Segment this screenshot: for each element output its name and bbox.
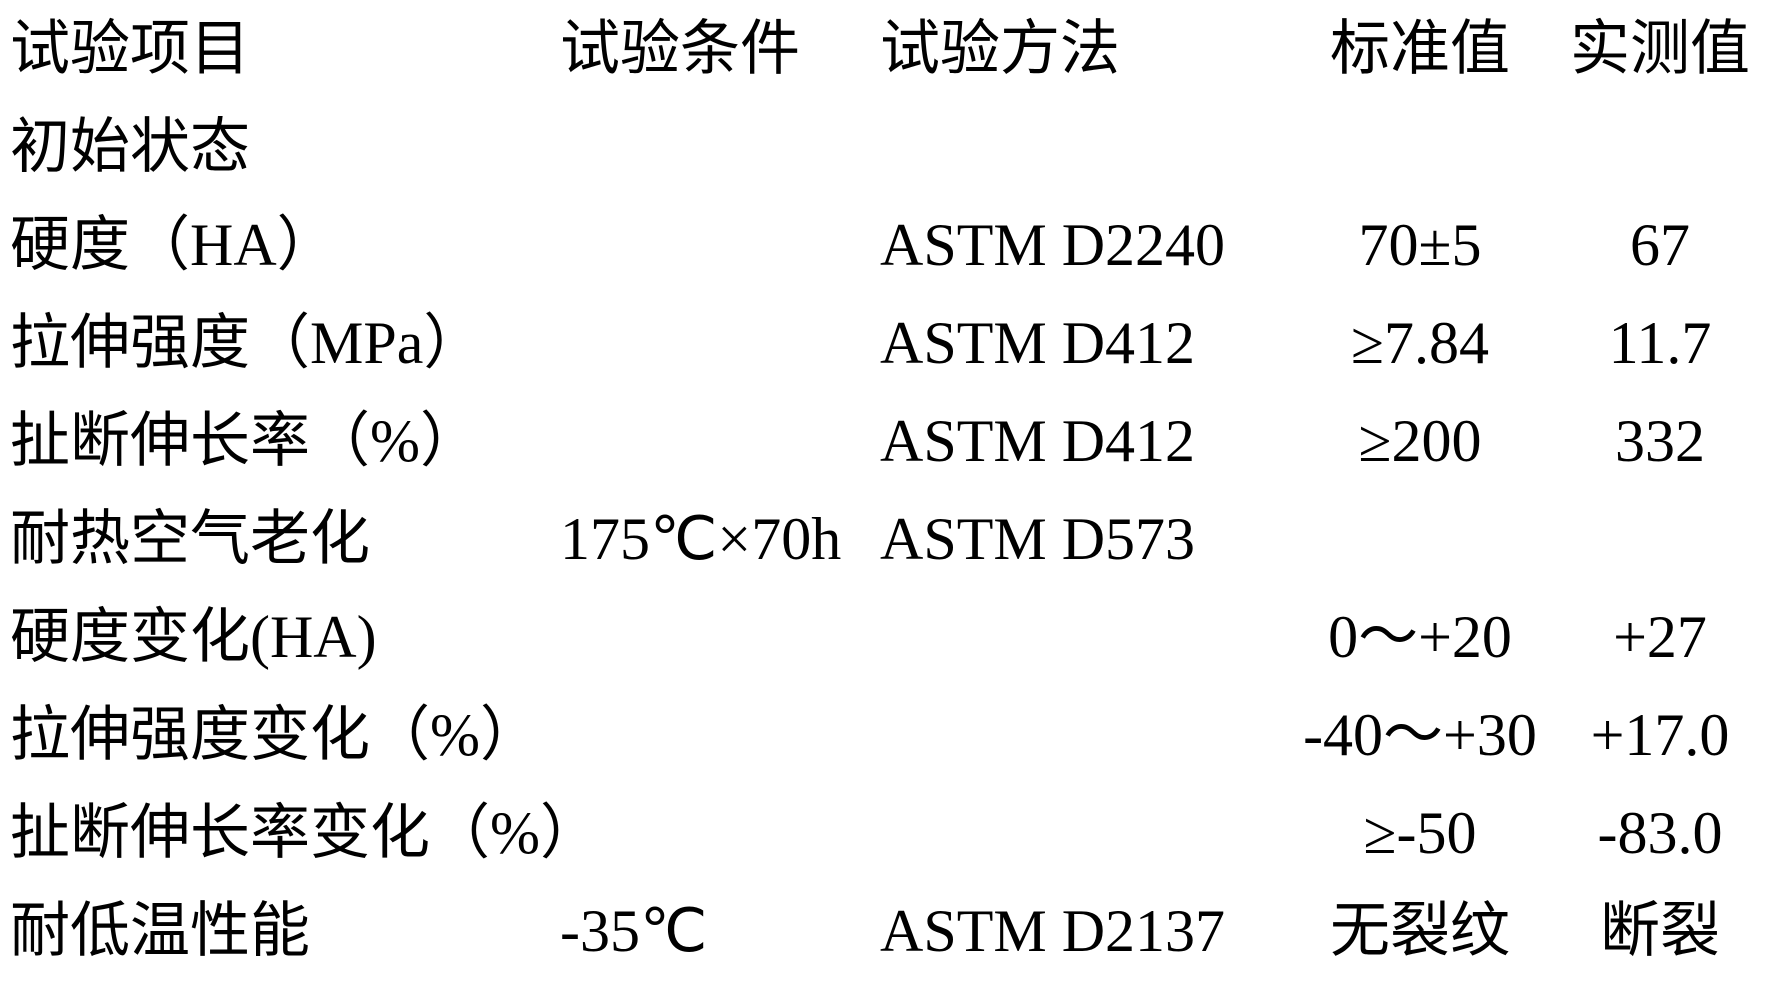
cell-measured: 332 xyxy=(1560,392,1760,490)
cell-standard: -40～+30 xyxy=(1280,686,1560,784)
cell-condition xyxy=(560,196,880,294)
test-results-table: 试验项目 试验条件 试验方法 标准值 实测值 初始状态 硬度（HA） ASTM … xyxy=(0,0,1775,983)
cell-standard xyxy=(1280,98,1560,196)
cell-measured: +17.0 xyxy=(1560,686,1760,784)
cell-measured: 断裂 xyxy=(1560,882,1760,980)
cell-item: 耐热空气老化 xyxy=(10,490,550,588)
cell-condition xyxy=(560,392,880,490)
cell-standard xyxy=(1280,490,1560,588)
table-row: 耐低温性能 -35℃ ASTM D2137 无裂纹 断裂 xyxy=(0,882,1775,980)
cell-method xyxy=(880,784,1280,882)
cell-item: 硬度（HA） xyxy=(10,196,550,294)
cell-method: ASTM D412 xyxy=(880,294,1280,392)
cell-method xyxy=(880,588,1280,686)
cell-measured: 67 xyxy=(1560,196,1760,294)
cell-measured: +27 xyxy=(1560,588,1760,686)
cell-condition: 175℃×70h xyxy=(560,490,880,588)
cell-standard: ≥-50 xyxy=(1280,784,1560,882)
cell-condition xyxy=(560,686,880,784)
cell-condition: -35℃ xyxy=(560,882,880,980)
header-standard: 标准值 xyxy=(1280,0,1560,98)
cell-item: 扯断伸长率（%） xyxy=(10,392,550,490)
cell-standard: 70±5 xyxy=(1280,196,1560,294)
cell-item: 耐低温性能 xyxy=(10,882,550,980)
table-header-row: 试验项目 试验条件 试验方法 标准值 实测值 xyxy=(0,0,1775,98)
table-row: 扯断伸长率变化（%） ≥-50 -83.0 xyxy=(0,784,1775,882)
cell-item: 硬度变化(HA) xyxy=(10,588,550,686)
cell-standard: 无裂纹 xyxy=(1280,882,1560,980)
cell-method: ASTM D2240 xyxy=(880,196,1280,294)
cell-standard: ≥7.84 xyxy=(1280,294,1560,392)
cell-standard: 0～+20 xyxy=(1280,588,1560,686)
cell-item: 扯断伸长率变化（%） xyxy=(10,784,550,882)
cell-method: ASTM D412 xyxy=(880,392,1280,490)
cell-measured: -83.0 xyxy=(1560,784,1760,882)
cell-measured xyxy=(1560,490,1760,588)
cell-condition xyxy=(560,294,880,392)
cell-condition xyxy=(560,784,880,882)
cell-condition xyxy=(560,588,880,686)
cell-item: 拉伸强度变化（%） xyxy=(10,686,550,784)
cell-item: 拉伸强度（MPa） xyxy=(10,294,550,392)
cell-measured xyxy=(1560,98,1760,196)
table-row: 拉伸强度（MPa） ASTM D412 ≥7.84 11.7 xyxy=(0,294,1775,392)
cell-method xyxy=(880,686,1280,784)
header-measured: 实测值 xyxy=(1560,0,1760,98)
cell-measured: 11.7 xyxy=(1560,294,1760,392)
cell-method: ASTM D573 xyxy=(880,490,1280,588)
table-row: 硬度变化(HA) 0～+20 +27 xyxy=(0,588,1775,686)
cell-standard: ≥200 xyxy=(1280,392,1560,490)
header-condition: 试验条件 xyxy=(560,0,880,98)
table-row: 扯断伸长率（%） ASTM D412 ≥200 332 xyxy=(0,392,1775,490)
cell-method xyxy=(880,98,1280,196)
header-item: 试验项目 xyxy=(10,0,550,98)
header-method: 试验方法 xyxy=(880,0,1280,98)
cell-method: ASTM D2137 xyxy=(880,882,1280,980)
table-row: 耐热空气老化 175℃×70h ASTM D573 xyxy=(0,490,1775,588)
table-row: 初始状态 xyxy=(0,98,1775,196)
cell-item: 初始状态 xyxy=(10,98,550,196)
table-row: 硬度（HA） ASTM D2240 70±5 67 xyxy=(0,196,1775,294)
table-row: 拉伸强度变化（%） -40～+30 +17.0 xyxy=(0,686,1775,784)
cell-condition xyxy=(560,98,880,196)
